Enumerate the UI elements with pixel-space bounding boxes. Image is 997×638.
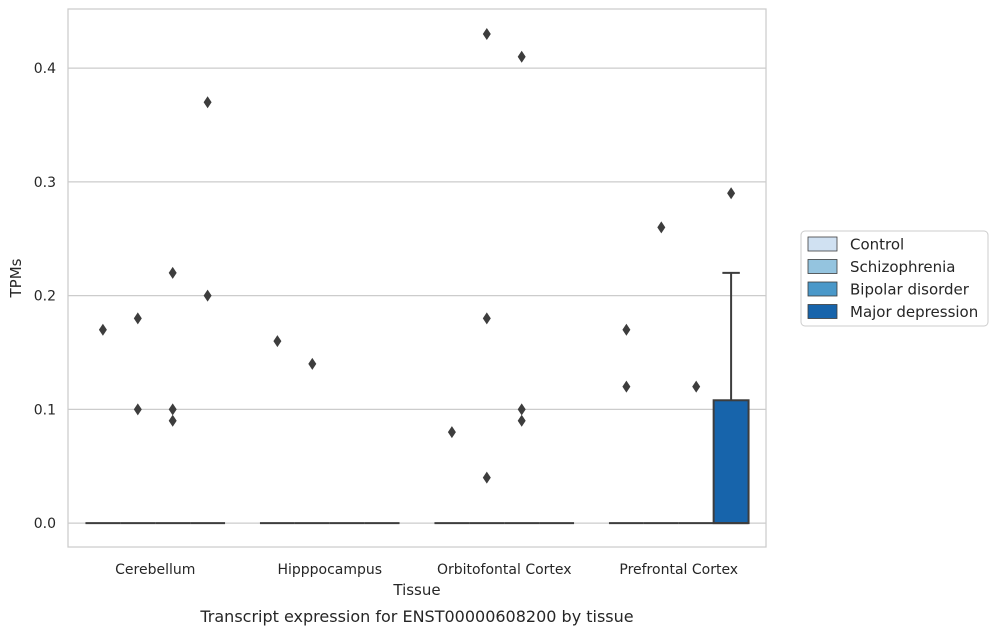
outlier-point <box>98 323 107 336</box>
legend-swatch <box>807 259 838 274</box>
legend-swatch <box>807 304 838 319</box>
box-group <box>434 426 470 525</box>
x-tick-label: Orbitofontal Cortex <box>437 562 572 578</box>
outlier-point <box>657 221 666 234</box>
legend-label: Control <box>850 236 904 254</box>
box-group <box>678 380 714 525</box>
legend-label: Major depression <box>850 303 978 321</box>
legend-label: Bipolar disorder <box>850 281 970 299</box>
box-group <box>504 50 540 525</box>
box-group <box>155 266 191 525</box>
outlier-point <box>727 187 736 200</box>
legend-swatch <box>807 236 838 252</box>
outlier-point <box>517 50 526 63</box>
outlier-point <box>203 96 212 109</box>
outlier-point <box>622 323 631 336</box>
box-group <box>712 187 750 525</box>
outlier-point <box>273 335 282 348</box>
x-tick-label: Cerebellum <box>115 562 195 578</box>
legend-swatch <box>807 281 838 297</box>
box-group <box>85 323 121 525</box>
y-tick-label: 0.3 <box>34 175 56 191</box>
x-tick-label: Prefrontal Cortex <box>619 562 738 578</box>
outlier-point <box>517 414 526 427</box>
legend-items: Control Schizophrenia Bipolar disorder Majo… <box>807 236 978 321</box>
outlier-point <box>168 414 177 427</box>
y-axis-label: TPMs <box>7 258 25 298</box>
box-group <box>259 335 295 525</box>
box-group <box>469 28 505 525</box>
box-group <box>643 221 679 525</box>
box-group <box>294 357 330 525</box>
outlier-point <box>308 357 317 370</box>
outlier-point <box>168 403 177 416</box>
outlier-point <box>482 28 491 41</box>
x-tick-labels: Cerebellum Hipppocampus Orbitofontal Corte… <box>115 562 738 578</box>
legend-frame <box>800 230 989 327</box>
outlier-point <box>447 426 456 439</box>
outlier-point <box>133 312 142 325</box>
box-group <box>120 312 156 525</box>
y-tick-labels: 0.0 0.1 0.2 0.3 0.4 <box>34 61 56 532</box>
x-tick-label: Hipppocampus <box>277 562 382 578</box>
outlier-point <box>517 403 526 416</box>
outlier-point <box>133 403 142 416</box>
y-tick-label: 0.1 <box>34 402 56 418</box>
box-layer <box>85 28 750 525</box>
outlier-point <box>622 380 631 393</box>
outlier-point <box>168 266 177 279</box>
figure-caption: Transcript expression for ENST0000060820… <box>199 607 633 626</box>
y-tick-label: 0.0 <box>34 516 56 532</box>
legend: Control Schizophrenia Bipolar disorder Majo… <box>800 230 989 327</box>
outlier-point <box>482 312 491 325</box>
legend-label: Schizophrenia <box>850 258 955 276</box>
plot-frame <box>67 8 767 548</box>
outlier-point <box>482 471 491 484</box>
box-group <box>190 96 226 525</box>
y-tick-label: 0.2 <box>34 289 56 305</box>
gridlines <box>68 67 766 524</box>
y-tick-label: 0.4 <box>34 61 56 77</box>
x-axis-label: Tissue <box>392 581 440 599</box>
outlier-point <box>203 289 212 302</box>
outlier-point <box>692 380 701 393</box>
box-body <box>712 399 750 525</box>
box-group <box>608 323 644 525</box>
